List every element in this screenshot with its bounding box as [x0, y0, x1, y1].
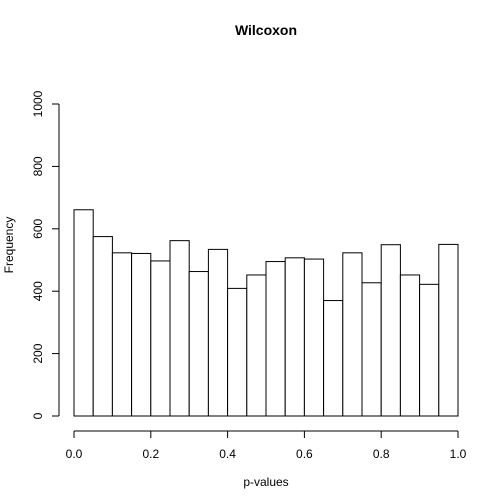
- histogram-bar: [419, 283, 440, 417]
- x-tick-label: 0.4: [219, 447, 236, 461]
- x-tick-label: 0.8: [373, 447, 390, 461]
- histogram-bar: [380, 244, 401, 417]
- x-axis: 0.0 0.2 0.4 0.6 0.8 1.0: [66, 430, 467, 461]
- histogram-bar: [131, 252, 152, 417]
- y-tick-label: 200: [31, 343, 45, 363]
- y-tick-label: 0: [31, 412, 45, 419]
- histogram-bar: [227, 287, 248, 417]
- y-tick-label: 1000: [31, 90, 45, 117]
- x-tick-label: 0.6: [296, 447, 313, 461]
- histogram-bar: [150, 260, 171, 417]
- y-axis-label: Frequency: [2, 217, 16, 274]
- histogram-bar: [438, 243, 459, 417]
- histogram-bar: [284, 257, 305, 417]
- y-tick-label: 800: [31, 156, 45, 176]
- y-axis: 0 200 400 600 800 1000: [31, 90, 60, 419]
- histogram-bar: [399, 274, 421, 417]
- y-tick-label: 600: [31, 218, 45, 238]
- histogram-bar: [111, 252, 133, 417]
- y-tick-label: 400: [31, 281, 45, 301]
- bars-group: [73, 209, 459, 417]
- x-tick-label: 0.2: [142, 447, 159, 461]
- histogram-bar: [246, 274, 267, 417]
- histogram-bar: [303, 258, 325, 417]
- histogram-bar: [265, 261, 286, 417]
- histogram-bar: [323, 300, 344, 417]
- histogram-bar: [207, 248, 229, 417]
- x-tick-label: 1.0: [450, 447, 467, 461]
- histogram-bar: [73, 209, 94, 417]
- histogram-bar: [342, 252, 363, 417]
- histogram-bar: [361, 282, 382, 417]
- x-tick-label: 0.0: [66, 447, 83, 461]
- histogram-bar: [188, 271, 209, 417]
- x-axis-label: p-values: [243, 475, 288, 489]
- histogram-bar: [169, 240, 190, 417]
- chart-title: Wilcoxon: [235, 22, 297, 38]
- histogram-bar: [92, 236, 113, 417]
